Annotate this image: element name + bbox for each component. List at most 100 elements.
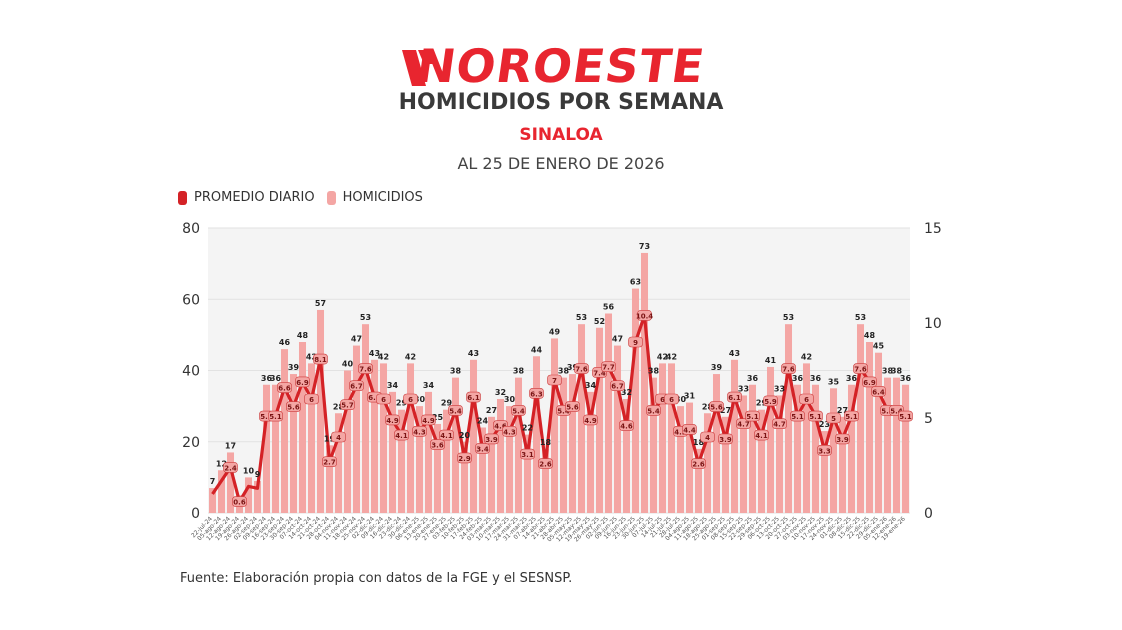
line-label-box xyxy=(475,443,490,454)
bar xyxy=(433,423,442,513)
bar-data-label: 34 xyxy=(387,381,399,390)
bar-data-label: 20 xyxy=(459,431,471,440)
line-data-label: 3.9 xyxy=(485,436,498,444)
line-label-box xyxy=(403,393,418,405)
line-label-box xyxy=(358,363,373,374)
line-label-box xyxy=(376,393,391,405)
bar xyxy=(676,406,685,513)
line-label-box xyxy=(646,405,661,416)
line-data-label: 7.4 xyxy=(593,369,606,377)
line-data-label: 5.6 xyxy=(710,404,723,412)
bar xyxy=(541,448,550,513)
line-label-box xyxy=(637,310,652,321)
y-tick-label: 40 xyxy=(182,364,200,380)
bar-data-label: 19 xyxy=(324,434,336,443)
bar-data-label: 27 xyxy=(720,406,731,415)
line-data-label: 7.6 xyxy=(575,366,588,374)
line-data-label: 4.7 xyxy=(773,421,786,429)
line-data-label: 6 xyxy=(381,396,386,404)
bar xyxy=(622,399,631,513)
line-data-label: 4 xyxy=(336,434,341,442)
line-label-box xyxy=(574,363,589,374)
line-label-box xyxy=(439,429,454,441)
line-label-box xyxy=(277,382,292,393)
line-data-label: 5.1 xyxy=(746,413,759,421)
line-label-box xyxy=(340,399,355,411)
bar-data-label: 48 xyxy=(864,331,876,340)
line-label-box xyxy=(853,363,868,374)
bar xyxy=(883,377,892,513)
bar xyxy=(496,399,505,513)
y-tick-label: 20 xyxy=(182,435,200,451)
line-label-box xyxy=(754,429,769,441)
bar-data-label: 27 xyxy=(837,406,848,415)
bar xyxy=(379,363,388,513)
bar xyxy=(298,342,307,513)
line-data-label: 5.7 xyxy=(341,402,354,410)
bar xyxy=(757,409,766,513)
line-data-label: 3.3 xyxy=(818,447,831,455)
line-label-box xyxy=(700,431,715,443)
line-data-label: 5.1 xyxy=(845,413,858,421)
chart-title: HOMICIDIOS POR SEMANA xyxy=(398,90,724,115)
line-data-label: 4.3 xyxy=(413,428,426,436)
bar xyxy=(820,431,829,513)
line-label-box xyxy=(466,391,481,403)
line-data-label: 5.9 xyxy=(764,398,777,406)
line-data-label: 5.6 xyxy=(566,404,579,412)
bar xyxy=(847,384,856,513)
bar-data-label: 32 xyxy=(495,388,506,397)
line-data-label: 5.1 xyxy=(260,413,273,421)
line-label-box xyxy=(268,410,283,422)
line-label-box xyxy=(619,420,634,431)
bar xyxy=(460,441,469,513)
line-label-box xyxy=(772,418,787,430)
brand-logo: NOROESTE xyxy=(0,39,1122,93)
line-data-label: 2.6 xyxy=(539,461,552,469)
line-label-box xyxy=(583,414,598,426)
bar xyxy=(280,349,289,513)
bar-data-label: 36 xyxy=(261,374,273,383)
bar-data-label: 47 xyxy=(612,335,623,344)
line-data-label: 5.1 xyxy=(791,413,804,421)
bar-data-label: 42 xyxy=(306,352,317,361)
bar xyxy=(640,252,649,513)
bar xyxy=(244,477,253,513)
line-data-label: 5.4 xyxy=(881,407,894,415)
bar xyxy=(451,377,460,513)
bar-data-label: 30 xyxy=(504,395,516,404)
bar xyxy=(730,359,739,513)
line-data-label: 7 xyxy=(552,377,557,385)
bar-data-label: 52 xyxy=(594,317,605,326)
line-data-label: 3.4 xyxy=(476,445,489,453)
legend-bar-swatch xyxy=(326,190,336,205)
line-label-box xyxy=(628,336,643,348)
bar-data-label: 30 xyxy=(675,395,687,404)
line-label-box xyxy=(520,448,535,460)
line-label-box xyxy=(421,414,436,426)
bar-data-label: 38 xyxy=(513,367,525,376)
bar xyxy=(271,384,280,513)
line-data-label: 6.3 xyxy=(530,390,543,398)
line-label-box xyxy=(826,412,841,424)
line-label-box xyxy=(538,458,553,469)
line-label-box xyxy=(790,410,805,422)
line-data-label: 6 xyxy=(660,396,665,404)
bar-data-label: 36 xyxy=(792,374,804,383)
bar xyxy=(532,356,541,513)
legend-line-swatch xyxy=(178,190,187,205)
bar-data-label: 29 xyxy=(756,399,768,408)
line-data-label: 2.4 xyxy=(224,464,237,472)
line-data-label: 5.4 xyxy=(557,407,570,415)
bar xyxy=(514,377,523,513)
bar-data-label: 39 xyxy=(288,363,300,372)
line-data-label: 7.6 xyxy=(854,366,867,374)
bar xyxy=(703,413,712,513)
bar xyxy=(892,377,901,513)
line-data-label: 6.9 xyxy=(863,379,876,387)
line-data-label: 6.1 xyxy=(467,394,480,402)
bar-data-label: 33 xyxy=(738,384,749,393)
bar xyxy=(217,470,226,513)
line-label-box xyxy=(898,410,913,422)
line-label-box xyxy=(547,374,562,386)
